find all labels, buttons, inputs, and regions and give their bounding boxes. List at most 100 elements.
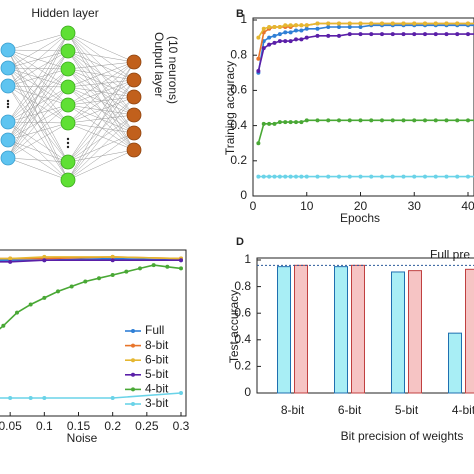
data-point (337, 174, 341, 179)
data-point (261, 26, 266, 31)
bar (294, 264, 308, 394)
data-point (433, 21, 438, 26)
connection (7, 68, 69, 159)
connection (67, 61, 135, 88)
series-line (0, 264, 182, 330)
data-point (315, 26, 320, 31)
data-point (165, 264, 170, 269)
data-point (277, 174, 282, 179)
data-point (315, 118, 320, 123)
data-point (28, 395, 33, 400)
data-point (326, 118, 331, 123)
data-point (304, 174, 309, 179)
data-point (369, 21, 374, 26)
output-layer-label: (10 neurons) (166, 36, 180, 104)
data-point (358, 25, 363, 30)
legend-label: 4-bit (145, 382, 169, 396)
connection (7, 157, 69, 181)
data-point (304, 35, 309, 40)
neuron (0, 114, 16, 130)
data-point (444, 174, 449, 179)
data-point (299, 28, 304, 33)
data-point (315, 21, 320, 26)
data-point (283, 30, 288, 35)
data-point (315, 33, 320, 38)
data-point (267, 25, 272, 30)
bar (351, 264, 365, 394)
data-point (337, 25, 341, 30)
data-point (304, 26, 309, 31)
data-point (337, 21, 341, 26)
data-point (390, 174, 395, 179)
data-point (15, 310, 19, 315)
neuron (126, 89, 142, 105)
panel-letter: D (236, 236, 244, 248)
data-point (288, 30, 293, 35)
network-diagram (0, 25, 142, 188)
connection (67, 68, 135, 151)
x-tick-label: 0.25 (135, 419, 159, 433)
connection (7, 86, 69, 159)
data-point (272, 25, 277, 30)
data-point (423, 32, 427, 37)
data-point (138, 266, 142, 271)
data-point (466, 21, 470, 26)
data-point (267, 174, 272, 179)
data-point (444, 21, 449, 26)
data-point (380, 174, 384, 179)
neuron (126, 142, 142, 158)
data-point (42, 295, 47, 300)
data-point (299, 174, 304, 179)
data-point (412, 32, 417, 37)
x-tick-label: 0.15 (67, 419, 91, 433)
data-point (326, 21, 331, 26)
data-point (1, 323, 6, 328)
y-tick-label: 0.6 (230, 83, 247, 97)
data-point (42, 395, 47, 400)
data-point (380, 21, 384, 26)
series-line (0, 392, 182, 399)
data-point (358, 118, 363, 123)
data-point (299, 120, 304, 125)
x-tick-label: 0.2 (104, 419, 121, 433)
connection (7, 122, 69, 159)
data-point (256, 69, 261, 74)
data-point (299, 37, 304, 42)
neuron (60, 154, 76, 170)
data-point (288, 120, 293, 125)
ellipsis-dot (6, 99, 10, 103)
connection (7, 139, 69, 163)
data-point (304, 118, 309, 123)
legend-label: 8-bit (145, 338, 169, 352)
hidden-layer-label: Hidden layer (31, 6, 98, 20)
y-tick-label: 1 (244, 252, 251, 266)
connection (7, 85, 69, 163)
ellipsis-dot (66, 145, 70, 149)
data-point (369, 32, 374, 37)
data-point (337, 33, 341, 38)
connection (7, 32, 69, 123)
x-tick-label: 20 (354, 199, 368, 213)
ellipsis-dot (6, 102, 10, 106)
connection (67, 32, 135, 151)
connection (67, 32, 135, 63)
data-point (267, 35, 272, 40)
data-point (444, 32, 449, 37)
x-axis-label: Bit precision of weights (341, 429, 464, 443)
output-layer-label: Output layer (152, 32, 166, 97)
data-point (83, 279, 88, 284)
data-point (283, 23, 288, 28)
connection (67, 96, 135, 106)
data-point (433, 118, 438, 123)
data-point (347, 32, 352, 37)
data-point (423, 21, 427, 26)
connection (7, 157, 69, 163)
x-tick-label: 30 (408, 199, 422, 213)
data-point (466, 118, 470, 123)
data-point (347, 21, 352, 26)
y-tick-label: 0.4 (230, 118, 247, 132)
legend-marker (131, 372, 135, 377)
data-point (390, 32, 395, 37)
y-tick-label: 0.2 (234, 359, 251, 373)
